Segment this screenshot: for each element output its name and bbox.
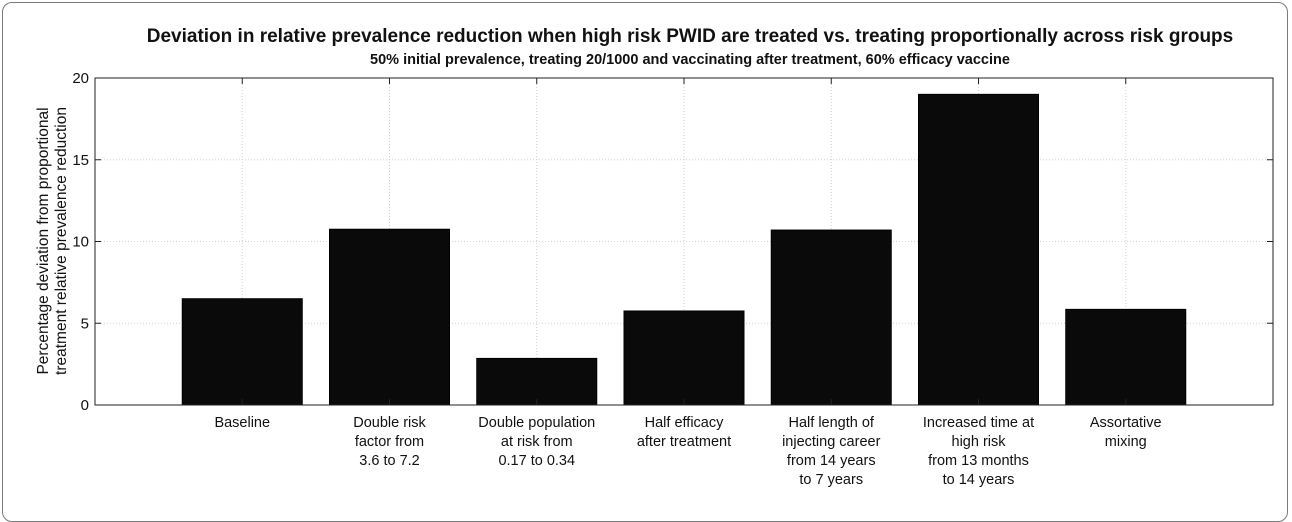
y-tick-label-0: 0 <box>81 397 89 414</box>
bar-4 <box>623 310 745 406</box>
category-label-1: Baseline <box>214 415 270 431</box>
chart-subtitle: 50% initial prevalence, treating 20/1000… <box>370 52 1010 68</box>
category-label-2: Double risk factor from 3.6 to 7.2 <box>353 415 426 469</box>
bar-6 <box>918 93 1039 406</box>
y-tick-label-2: 10 <box>72 234 89 251</box>
y-tick-label-3: 15 <box>72 152 89 169</box>
y-tick-label-4: 20 <box>72 70 89 87</box>
bar-5 <box>770 229 892 406</box>
bar-chart: Deviation in relative prevalence reducti… <box>35 26 1274 488</box>
y-axis-label-line-2: treatment relative prevalence reduction <box>53 107 70 375</box>
bar-7 <box>1065 308 1187 406</box>
chart-title: Deviation in relative prevalence reducti… <box>147 26 1233 47</box>
category-label-6: Increased time at high risk from 13 months… <box>923 415 1034 488</box>
category-label-4: Half efficacy after treatment <box>637 415 731 450</box>
bar-1 <box>181 298 303 406</box>
category-label-3: Double population at risk from 0.17 to 0.3… <box>478 415 595 469</box>
category-label-5: Half length of injecting career from 14 ye… <box>782 415 880 488</box>
bar-3 <box>476 357 598 406</box>
y-tick-label-1: 5 <box>81 315 89 332</box>
category-label-7: Assortative mixing <box>1090 415 1162 450</box>
x-axis-categories: Baseline Double risk factor from 3.6 to 7.2… <box>214 78 1162 488</box>
y-axis-ticks: 0 5 10 15 20 <box>72 70 1273 414</box>
y-axis-label-line-1: Percentage deviation from proportional <box>35 107 52 374</box>
bar-2 <box>329 228 450 406</box>
